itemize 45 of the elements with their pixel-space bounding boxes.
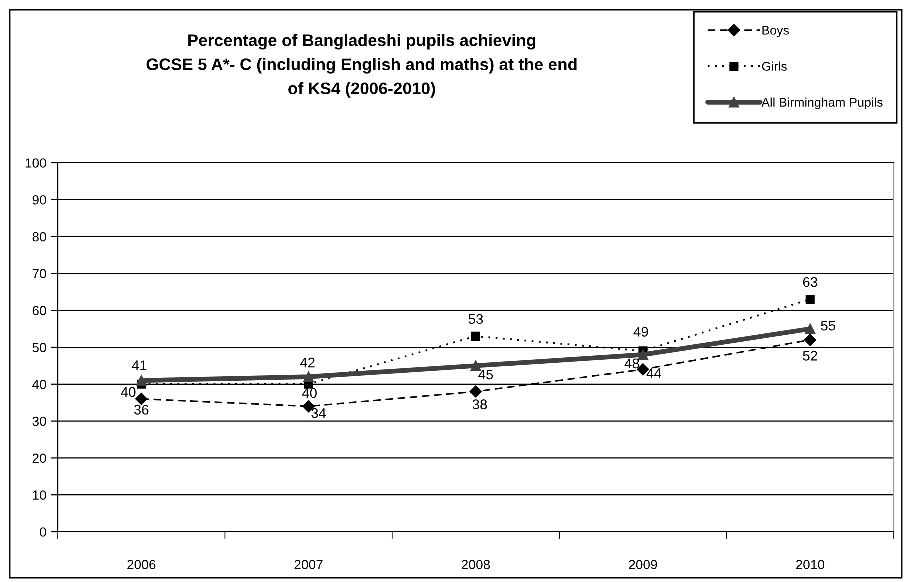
point	[805, 324, 816, 334]
legend-label: Girls	[762, 62, 787, 71]
y-tick-label: 30	[32, 416, 46, 426]
data-label: 52	[803, 351, 818, 361]
point	[470, 386, 482, 398]
data-label: 55	[821, 321, 836, 331]
point	[806, 295, 815, 304]
data-label: 53	[468, 314, 484, 324]
y-tick-label: 70	[32, 269, 46, 279]
x-tick-label: 2010	[796, 560, 825, 570]
y-tick-label: 80	[32, 232, 46, 242]
legend-label: All Birmingham Pupils	[762, 98, 883, 110]
x-tick-label: 2008	[462, 560, 490, 570]
data-label: 44	[646, 368, 662, 378]
y-tick-label: 40	[32, 380, 46, 390]
x-tick-label: 2007	[294, 560, 323, 570]
data-label: 41	[132, 360, 147, 370]
point	[304, 372, 314, 382]
point	[804, 334, 816, 346]
x-tick-label: 2009	[629, 560, 658, 570]
point	[638, 350, 648, 360]
point	[471, 332, 481, 341]
y-tick-label: 90	[32, 195, 46, 205]
y-tick-label: 60	[32, 306, 46, 316]
data-label: 40	[302, 388, 317, 398]
point	[470, 360, 482, 372]
data-label: 49	[634, 327, 648, 337]
data-label: 34	[312, 408, 326, 418]
data-label: 42	[300, 358, 315, 368]
y-tick-label: 20	[32, 454, 46, 464]
data-label: 63	[803, 277, 818, 288]
y-tick-label: 10	[33, 490, 46, 500]
data-label: 45	[478, 370, 494, 380]
data-label: 38	[472, 400, 488, 410]
x-tick-label: 2006	[128, 560, 156, 570]
y-tick-label: 100	[26, 158, 46, 168]
data-label: 40	[121, 387, 136, 398]
y-tick-label: 0	[40, 528, 46, 537]
y-tick-label: 50	[32, 343, 46, 352]
data-label: 48	[624, 358, 640, 369]
legend-label: Boys	[762, 26, 790, 38]
data-label: 36	[134, 405, 149, 415]
point	[136, 376, 147, 386]
point	[136, 393, 148, 406]
chart-title: Percentage of Bangladeshi pupils achieving GCSE 5 A*- C (including English and maths) at the end of KS4 (2006-2010)	[146, 34, 577, 98]
